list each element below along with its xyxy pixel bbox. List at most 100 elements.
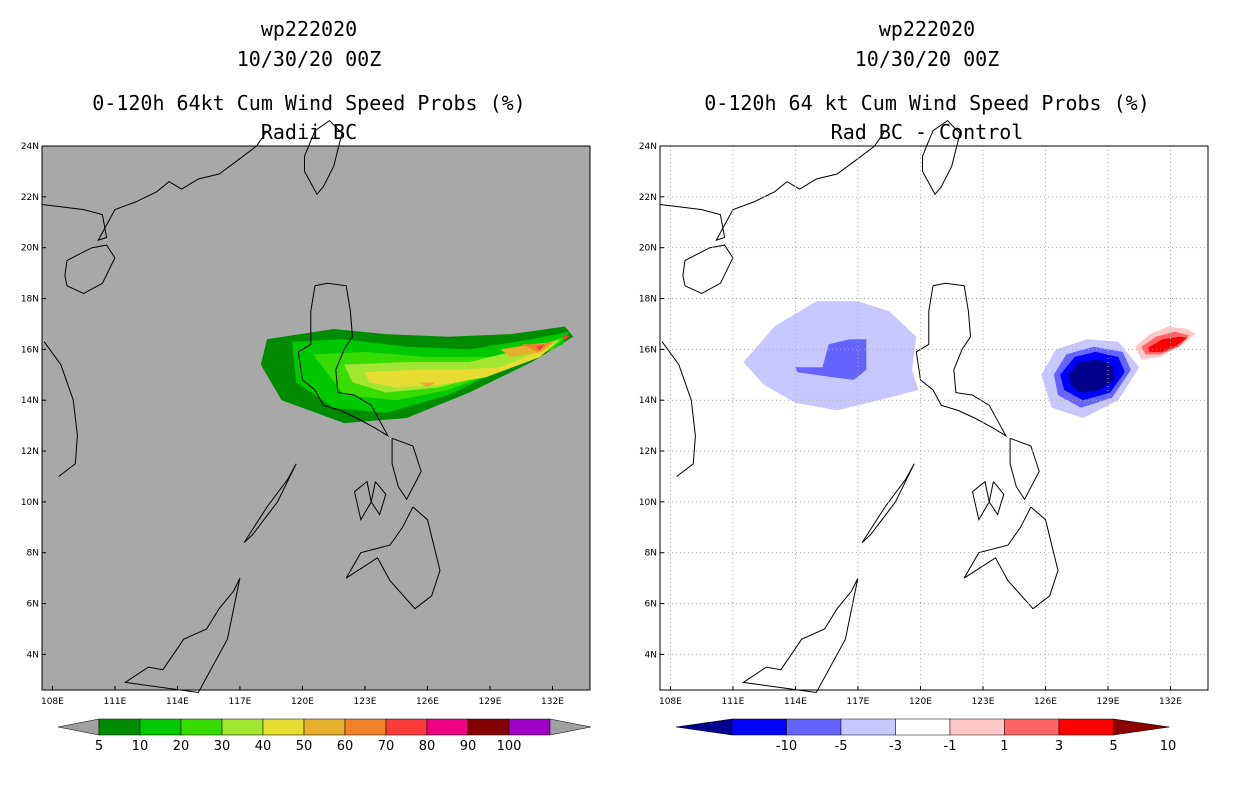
y-tick-label: 18N (639, 295, 657, 305)
colorbar-label: -1 (944, 739, 957, 754)
map-area (42, 146, 590, 690)
y-tick-label: 18N (21, 295, 39, 305)
right-panel: wp222020 10/30/20 00Z 0-120h 64 kt Cum W… (618, 0, 1236, 800)
colorbar-swatch (98, 718, 141, 736)
colorbar-label: 90 (460, 739, 477, 754)
x-tick-label: 108E (41, 697, 64, 707)
x-tick-label: 123E (354, 697, 377, 707)
left-map-svg: 108E 111E 114E 117E 120E 123E 126E 129E 132E 24N 2… (21, 119, 592, 754)
chart-subtitle: Rad BC - Control (830, 120, 1024, 144)
coastline-10 (370, 481, 387, 516)
storm-id: wp222020 (260, 17, 358, 41)
y-tick-label: 20N (21, 244, 39, 254)
y-tick-label: 14N (639, 396, 657, 406)
contour-level-40-9 (419, 382, 436, 388)
colorbar-swatch (1058, 718, 1114, 736)
x-tick-label: 132E (1159, 697, 1182, 707)
colorbar-label: 5 (95, 739, 103, 754)
y-tick-label: 8N (27, 549, 39, 559)
contour-level-70-7 (535, 344, 545, 351)
colorbar-swatch (786, 718, 842, 736)
colorbar-label: 20 (173, 739, 190, 754)
colorbar-swatch (344, 718, 387, 736)
colorbar-swatch (508, 718, 551, 736)
colorbar-label: 50 (296, 739, 313, 754)
colorbar-swatch (895, 718, 951, 736)
coastline-4 (1009, 437, 1040, 501)
colorbar-end-high (1113, 718, 1170, 736)
y-tick-label: 24N (639, 142, 657, 152)
x-tick-label: 126E (1034, 697, 1057, 707)
x-tick-label: 114E (166, 697, 189, 707)
colorbar-swatch (303, 718, 346, 736)
coastline-8 (43, 341, 78, 477)
coastline-3 (915, 282, 1008, 438)
coastline-2 (304, 119, 343, 196)
coastline-3 (297, 282, 390, 438)
colorbar-swatch (840, 718, 896, 736)
x-tick-label: 129E (1097, 697, 1120, 707)
colorbar: -10 -5 -3 -1 1 3 5 10 (675, 718, 1176, 754)
colorbar-label: -3 (889, 739, 902, 754)
map-area (660, 146, 1208, 690)
colorbar-label: 40 (255, 739, 272, 754)
colorbar-label: 60 (337, 739, 354, 754)
colorbar-label: -5 (835, 739, 848, 754)
y-tick-label: 6N (27, 600, 39, 610)
map-frame (41, 145, 591, 691)
contour-level-70-8 (562, 334, 570, 341)
colorbar-label: 5 (1109, 739, 1117, 754)
y-tick-label: 16N (21, 345, 39, 355)
left-panel: wp222020 10/30/20 00Z 0-120h 64kt Cum Wi… (21, 17, 592, 754)
colorbar-label: 80 (419, 739, 436, 754)
colorbar-swatch (221, 718, 264, 736)
coastline-2 (922, 119, 961, 196)
colorbar-end-low (57, 718, 100, 736)
coastline-0 (41, 130, 268, 241)
y-tick-label: 6N (645, 600, 657, 610)
coastline-1 (64, 244, 116, 294)
chart-title: 0-120h 64 kt Cum Wind Speed Probs (%) (704, 91, 1150, 115)
chart-title: 0-120h 64kt Cum Wind Speed Probs (%) (92, 91, 526, 115)
y-tick-label: 4N (645, 650, 657, 660)
y-tick-label: 22N (639, 193, 657, 203)
colorbar-swatch (180, 718, 223, 736)
x-tick-label: 120E (909, 697, 932, 707)
map-frame (659, 145, 1209, 691)
chart-subtitle: Radii BC (260, 120, 358, 144)
y-tick-label: 10N (639, 498, 657, 508)
colorbar-swatch (949, 718, 1005, 736)
x-tick-label: 111E (103, 697, 126, 707)
colorbar-swatch (731, 718, 787, 736)
coastline-7 (123, 577, 241, 694)
colorbar-label: 1 (1000, 739, 1008, 754)
x-tick-label: 123E (972, 697, 995, 707)
colorbar-swatch (426, 718, 469, 736)
colorbar-swatch (467, 718, 510, 736)
coastline-7 (741, 577, 859, 694)
coastline-8 (661, 341, 696, 477)
y-tick-label: 20N (639, 244, 657, 254)
x-tick-label: 108E (659, 697, 682, 707)
colorbar-label: -10 (776, 739, 797, 754)
x-tick-label: 126E (416, 697, 439, 707)
x-tick-label: 129E (479, 697, 502, 707)
coastline-6 (861, 463, 915, 543)
colorbar-swatch (1004, 718, 1060, 736)
colorbar-swatch (139, 718, 182, 736)
y-tick-label: 8N (645, 549, 657, 559)
coastline-4 (391, 437, 422, 501)
colorbar: 5 10 20 30 40 50 60 70 80 90 100 (57, 718, 592, 754)
y-tick-label: 24N (21, 142, 39, 152)
colorbar-end-low (675, 718, 733, 736)
x-tick-label: 132E (541, 697, 564, 707)
x-tick-label: 111E (721, 697, 744, 707)
x-tick-label: 120E (291, 697, 314, 707)
y-tick-label: 10N (21, 498, 39, 508)
x-tick-label: 117E (847, 697, 870, 707)
valid-time: 10/30/20 00Z (236, 47, 382, 71)
coastline-1 (682, 244, 734, 294)
coastline-5 (963, 506, 1059, 610)
contour-level-40-4 (365, 341, 557, 388)
y-tick-label: 14N (21, 396, 39, 406)
